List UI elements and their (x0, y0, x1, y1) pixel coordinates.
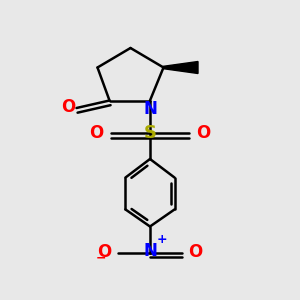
Text: −: − (96, 251, 106, 265)
Text: N: N (144, 242, 158, 260)
Text: N: N (143, 100, 157, 118)
Text: O: O (89, 124, 104, 142)
Text: O: O (196, 124, 211, 142)
Text: O: O (61, 98, 75, 116)
Text: O: O (98, 243, 112, 261)
Text: +: + (157, 233, 167, 246)
Text: S: S (143, 124, 157, 142)
Text: O: O (188, 243, 202, 261)
Polygon shape (164, 61, 198, 74)
